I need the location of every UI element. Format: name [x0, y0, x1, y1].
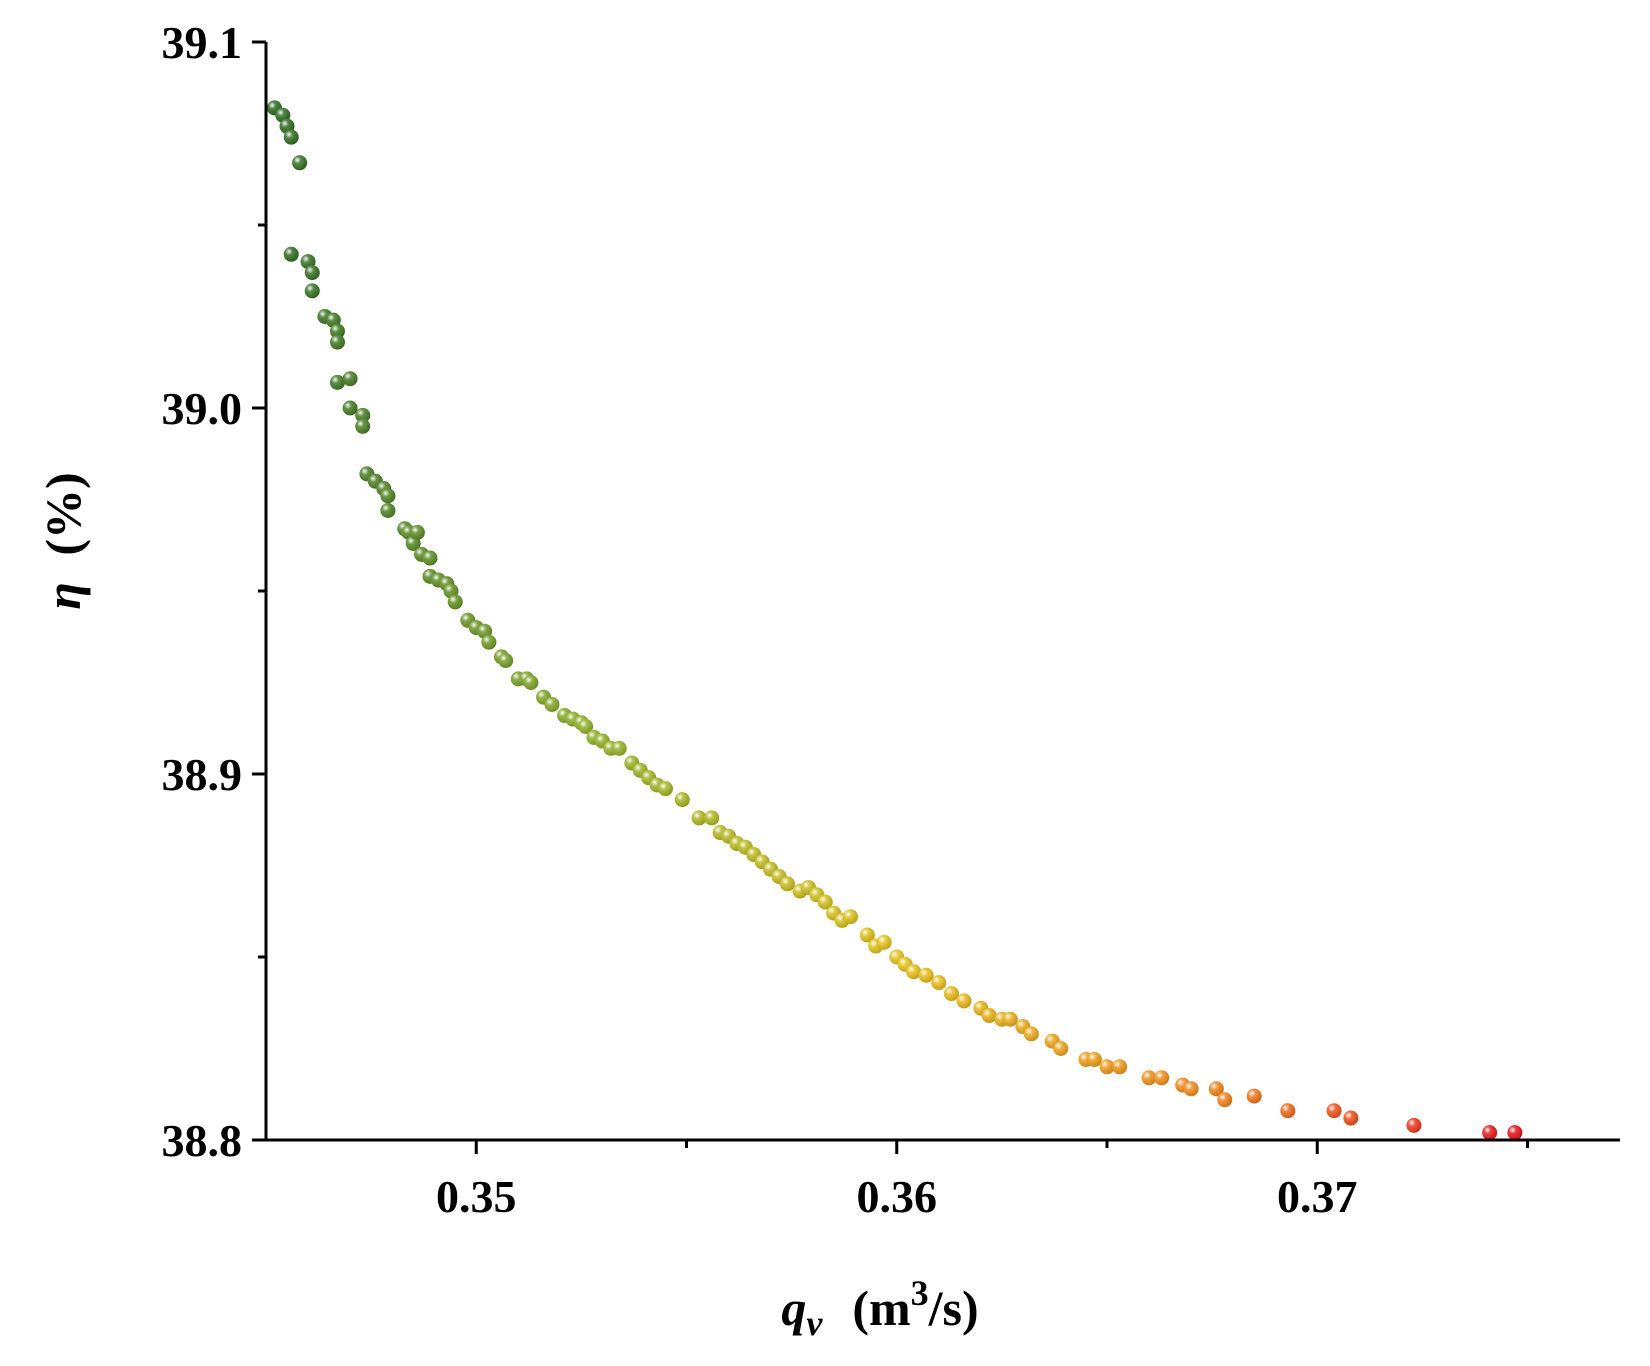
- data-point: [1246, 1088, 1262, 1104]
- y-tick-label: 38.9: [162, 749, 243, 800]
- data-point: [329, 334, 345, 350]
- x-axis-subscript: v: [806, 1303, 823, 1343]
- data-point: [283, 129, 299, 145]
- data-point: [1183, 1081, 1199, 1097]
- data-point: [1099, 1059, 1115, 1075]
- y-tick-label: 39.0: [162, 383, 243, 434]
- y-tick-label: 39.1: [162, 17, 243, 68]
- data-point: [355, 407, 371, 423]
- data-point: [981, 1008, 997, 1024]
- data-point: [380, 502, 396, 518]
- data-point: [931, 975, 947, 991]
- data-point: [292, 155, 308, 171]
- data-point: [355, 418, 371, 434]
- data-points: [266, 100, 1523, 1141]
- x-axis-unit-sup: 3: [911, 1273, 929, 1313]
- data-point: [657, 781, 673, 797]
- data-point: [481, 634, 497, 650]
- x-axis-unit-close: /s): [928, 1280, 979, 1336]
- data-point: [1507, 1125, 1523, 1141]
- data-point: [409, 524, 425, 540]
- data-point: [1002, 1011, 1018, 1027]
- data-point: [704, 810, 720, 826]
- ticks: 0.35 0.36 0.37 38.8 38.9 39.0 39.1: [162, 17, 1529, 1222]
- data-point: [283, 246, 299, 262]
- data-point: [779, 876, 795, 892]
- data-point: [943, 986, 959, 1002]
- y-tick-label: 38.8: [162, 1115, 243, 1166]
- x-tick-label: 0.37: [1277, 1171, 1358, 1222]
- data-point: [1217, 1092, 1233, 1108]
- data-point: [498, 653, 514, 669]
- data-point: [906, 964, 922, 980]
- x-axis-symbol: q: [781, 1280, 806, 1336]
- data-point: [304, 265, 320, 281]
- data-point: [611, 740, 627, 756]
- data-point: [329, 374, 345, 390]
- y-axis-title: η (%): [35, 472, 91, 609]
- data-point: [1023, 1026, 1039, 1042]
- data-point: [422, 550, 438, 566]
- x-tick-label: 0.36: [856, 1171, 937, 1222]
- y-axis-unit: (%): [35, 472, 91, 555]
- data-point: [876, 934, 892, 950]
- data-point: [1343, 1110, 1359, 1126]
- data-point: [1326, 1103, 1342, 1119]
- data-point: [1086, 1051, 1102, 1067]
- data-point: [544, 696, 560, 712]
- x-axis-title: qv (m3/s): [781, 1273, 978, 1343]
- data-point: [329, 323, 345, 339]
- data-point: [674, 792, 690, 808]
- data-point: [380, 488, 396, 504]
- data-point: [956, 993, 972, 1009]
- data-point: [1141, 1070, 1157, 1086]
- data-point: [918, 967, 934, 983]
- data-point: [1280, 1103, 1296, 1119]
- data-point: [1112, 1059, 1128, 1075]
- data-point: [691, 810, 707, 826]
- data-point: [447, 594, 463, 610]
- data-point: [304, 283, 320, 299]
- x-tick-label: 0.35: [436, 1171, 517, 1222]
- data-point: [859, 927, 875, 943]
- data-point: [1154, 1070, 1170, 1086]
- data-point: [523, 675, 539, 690]
- data-point: [817, 894, 833, 910]
- data-point: [1208, 1081, 1224, 1097]
- data-point: [842, 909, 858, 925]
- data-point: [342, 371, 358, 387]
- x-axis-unit-open: (m: [852, 1280, 910, 1336]
- data-point: [1053, 1041, 1069, 1056]
- data-point: [1482, 1125, 1498, 1141]
- y-axis-symbol: η: [35, 582, 91, 609]
- data-point: [578, 718, 594, 734]
- data-point: [1406, 1117, 1422, 1133]
- data-point: [342, 400, 358, 416]
- axes: [264, 42, 1620, 1142]
